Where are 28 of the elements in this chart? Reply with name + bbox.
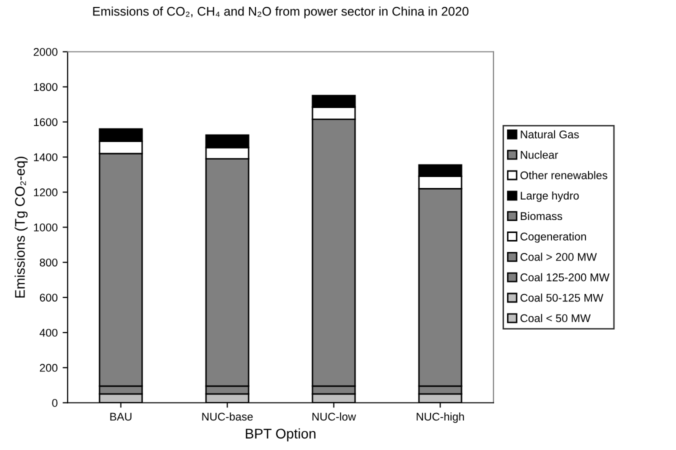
y-tick-label: 1400 [34, 153, 58, 162]
y-tick-label: 200 [40, 364, 58, 372]
x-tick-label: BAU [110, 412, 132, 421]
y-tick-label: 800 [40, 258, 58, 266]
legend-label: Coal 50-125 MW [520, 294, 604, 302]
legend-label: Coal 125-200 MW [520, 273, 610, 282]
x-tick-label: NUC-low [312, 412, 356, 421]
legend-label: Coal < 50 MW [520, 314, 591, 322]
y-tick-label: 400 [40, 328, 58, 337]
y-tick-label: 0 [52, 399, 58, 407]
y-tick-label: 1000 [34, 224, 58, 232]
x-tick-label: NUC-high [416, 412, 464, 423]
legend-label: Coal > 200 MW [520, 252, 597, 261]
legend-label: Cogeneration [520, 232, 586, 243]
legend-label: Other renewables [520, 171, 608, 180]
y-tick-label: 1800 [34, 83, 58, 91]
x-axis-title: BPT Option [246, 428, 316, 442]
y-tick-label: 2000 [34, 48, 58, 56]
chart-title: Emissions of CO₂, CH₄ and N₂O from power sector in China in 2020 [93, 6, 468, 18]
legend-label: Biomass [520, 212, 562, 220]
y-axis-title: Emissions (Tg CO₂-eq) [14, 156, 28, 298]
legend-label: Nuclear [520, 150, 558, 159]
y-tick-label: 600 [40, 294, 58, 302]
legend-label: Large hydro [520, 191, 579, 202]
y-tick-label: 1200 [34, 188, 58, 196]
x-tick-label: NUC-base [202, 412, 253, 421]
y-tick-label: 1600 [34, 118, 58, 126]
legend-label: Natural Gas [520, 130, 579, 138]
